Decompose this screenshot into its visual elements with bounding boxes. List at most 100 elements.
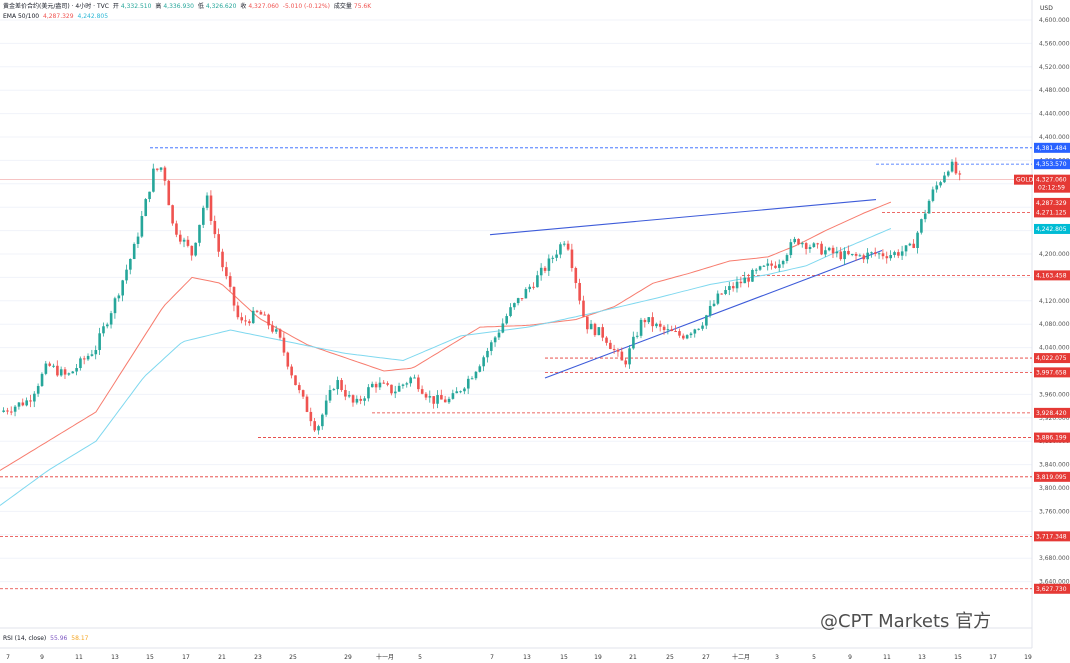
- candle-body: [628, 348, 631, 365]
- candle-body: [29, 400, 32, 402]
- candle-body: [282, 337, 286, 353]
- candle-body: [513, 303, 516, 308]
- price-label[interactable]: 4,022.075: [1034, 353, 1070, 364]
- symbol-tag-bg: [1014, 174, 1033, 185]
- candle-body: [612, 348, 616, 350]
- candle-body: [566, 243, 570, 250]
- price-label[interactable]: 3,717.348: [1034, 531, 1070, 542]
- candle-body: [862, 255, 866, 260]
- price-label[interactable]: 4,163.458: [1034, 270, 1070, 281]
- candle-body: [248, 321, 251, 324]
- candle-body: [71, 371, 75, 374]
- x-tick-label: 17: [182, 654, 190, 661]
- price-label[interactable]: 3,997.658: [1034, 367, 1070, 378]
- candle-body: [56, 365, 59, 376]
- candle-body: [705, 315, 708, 326]
- candle-body: [186, 239, 190, 246]
- trendline[interactable]: [489, 199, 877, 236]
- y-tick-label: 3,760.000: [1039, 508, 1070, 515]
- candle-body: [839, 251, 843, 260]
- ema50-line: [0, 201, 892, 471]
- price-label-bg: [1034, 353, 1070, 364]
- candle-body: [505, 316, 508, 324]
- candle-body: [559, 244, 562, 255]
- candle-body: [263, 314, 267, 316]
- price-label-bg: [1034, 223, 1070, 234]
- candle-body: [551, 257, 555, 259]
- x-tick-label: 十一月: [376, 653, 394, 661]
- x-tick-label: 13: [111, 654, 119, 661]
- candle-body: [578, 282, 581, 301]
- price-label[interactable]: 3,886.199: [1034, 432, 1070, 443]
- candle-body: [67, 373, 71, 375]
- price-label[interactable]: 3,819.095: [1034, 471, 1070, 482]
- candle-body: [44, 363, 48, 374]
- price-label-bg: [1034, 174, 1070, 193]
- candle-body: [693, 329, 697, 334]
- price-label-text: 3,819.095: [1036, 474, 1067, 481]
- trendline[interactable]: [544, 249, 883, 379]
- candle-body: [912, 243, 916, 248]
- candle-body: [82, 358, 86, 360]
- x-tick-label: 21: [218, 654, 226, 661]
- candle-body: [148, 191, 151, 200]
- candle-body: [90, 354, 94, 356]
- candle-body: [232, 286, 236, 306]
- candle-body: [370, 383, 374, 388]
- candle-body: [417, 377, 420, 390]
- candle-body: [778, 264, 781, 268]
- candle-body: [728, 286, 731, 290]
- price-label[interactable]: 3,627.730: [1034, 583, 1070, 594]
- candle-body: [720, 293, 724, 295]
- candle-body: [486, 350, 489, 358]
- price-label[interactable]: 4,271.125: [1034, 207, 1070, 218]
- price-label[interactable]: 4,242.805: [1034, 223, 1070, 234]
- candle-body: [501, 323, 505, 333]
- y-tick-label: 3,800.000: [1039, 485, 1070, 492]
- price-label[interactable]: 3,928.420: [1034, 407, 1070, 418]
- price-label[interactable]: 4,353.570: [1034, 159, 1070, 170]
- candle-body: [651, 317, 654, 327]
- candle-body: [355, 398, 359, 403]
- candle-body: [94, 350, 98, 355]
- price-label-bg: [1034, 142, 1070, 153]
- candle-body: [539, 267, 543, 276]
- candle-body: [367, 387, 370, 399]
- rsi-value-1: 55.96: [50, 635, 68, 642]
- candle-body: [98, 333, 101, 351]
- candle-body: [647, 317, 651, 323]
- candle-body: [801, 243, 804, 245]
- candle-body: [762, 265, 766, 267]
- candle-body: [712, 303, 716, 306]
- candle-body: [939, 182, 942, 186]
- candle-body: [843, 250, 846, 260]
- candle-body: [409, 377, 412, 384]
- candle-body: [820, 243, 823, 255]
- x-tick-label: 23: [254, 654, 262, 661]
- rsi-label: RSI (14, close): [3, 635, 47, 642]
- candle-body: [528, 286, 532, 290]
- candle-body: [670, 329, 674, 332]
- price-label-text: 4,287.329: [1036, 200, 1067, 207]
- x-tick-label: 13: [918, 654, 926, 661]
- price-label[interactable]: 4,381.484: [1034, 142, 1070, 153]
- rsi-value-2: 58.17: [71, 635, 89, 642]
- candle-body: [132, 243, 136, 260]
- candle-body: [474, 371, 478, 379]
- candle-body: [125, 269, 128, 281]
- candle-body: [109, 313, 113, 325]
- price-label[interactable]: 4,287.329: [1034, 197, 1070, 208]
- candle-body: [106, 324, 109, 327]
- candle-body: [570, 249, 574, 269]
- candle-body: [482, 357, 485, 367]
- candle-body: [724, 289, 727, 294]
- y-tick-label: 3,920.000: [1039, 415, 1070, 422]
- candle-body: [466, 378, 470, 389]
- candle-body: [305, 396, 309, 412]
- rsi-legend[interactable]: RSI (14, close) 55.96 58.17: [3, 635, 90, 643]
- ema-legend[interactable]: EMA 50/100 4,287.329 4,242.805: [3, 13, 110, 21]
- candle-body: [781, 260, 785, 265]
- candle-body: [770, 263, 773, 266]
